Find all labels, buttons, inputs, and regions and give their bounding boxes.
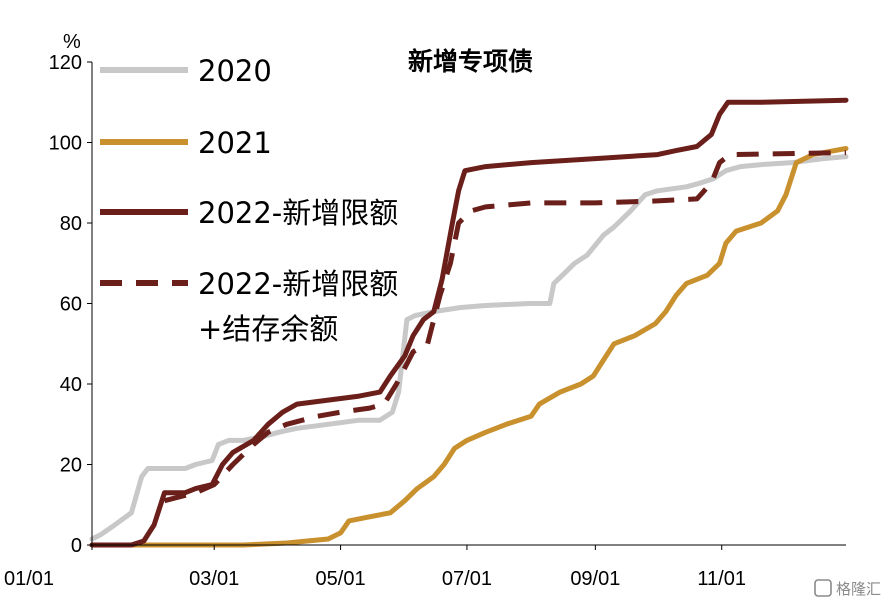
y-tick-label: 0 (71, 535, 82, 557)
y-tick-label: 40 (60, 374, 82, 396)
x-tick-label: 07/01 (442, 568, 492, 590)
y-tick-label: 100 (49, 133, 82, 155)
legend-label-2: 2022-新增限额 (198, 196, 398, 230)
y-axis-unit: % (63, 31, 81, 53)
x-tick-label: 11/01 (697, 568, 746, 590)
y-tick-label: 80 (60, 213, 82, 235)
plot-lines (89, 97, 849, 548)
y-tick-label: 60 (60, 294, 82, 316)
watermark: 格隆汇 (814, 579, 881, 598)
series-line-2 (89, 97, 849, 548)
legend-label-1: 2021 (198, 126, 272, 160)
series-line-1 (89, 146, 849, 548)
x-tick-label: 03/01 (189, 568, 239, 590)
x-tick-label: 05/01 (316, 568, 366, 590)
x-tick-label: 01/01 (4, 568, 54, 590)
series-line-3 (163, 150, 847, 504)
y-tick-label: 120 (49, 52, 82, 74)
x-tick-label: 09/01 (570, 568, 620, 590)
legend-label-0: 2020 (198, 54, 272, 88)
chart-title: 新增专项债 (408, 47, 533, 76)
x-axis-ticks: 01/01 03/01 05/01 07/01 09/01 11/01 (4, 545, 746, 590)
y-axis-ticks: 0 20 40 60 80 100 120 (49, 52, 92, 557)
y-tick-label: 20 (60, 455, 82, 477)
legend: 2020 2021 2022-新增限额 2022-新增限额+结存余额 (100, 54, 398, 346)
watermark-logo-icon (814, 579, 832, 597)
watermark-text: 格隆汇 (836, 580, 881, 598)
legend-label-3: 2022-新增限额+结存余额 (198, 267, 398, 346)
